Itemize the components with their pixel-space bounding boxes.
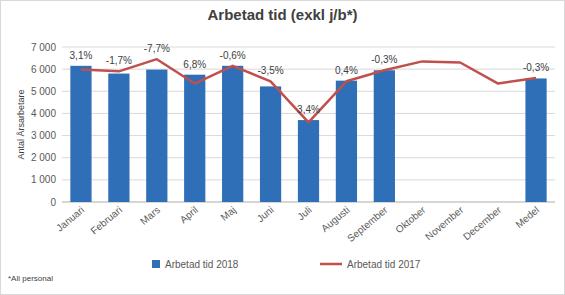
- bar: [146, 70, 167, 202]
- x-tick-label: September: [345, 204, 390, 244]
- x-tick-label: Oktober: [393, 204, 428, 236]
- x-tick-label: April: [178, 204, 200, 225]
- plot-marks: [70, 59, 546, 202]
- annotation: 0,4%: [335, 65, 358, 76]
- annotation: -3,5%: [258, 65, 284, 76]
- chart-frame: [1, 1, 565, 295]
- bar: [298, 120, 319, 202]
- x-tick-label: Januari: [54, 204, 86, 234]
- y-tick-label: 4 000: [31, 108, 56, 119]
- annotation: -1,7%: [106, 55, 132, 66]
- y-axis-label: Antal Årsarbetare: [16, 89, 26, 159]
- x-tick-label: Juli: [295, 204, 314, 222]
- annotation: 6,8%: [183, 59, 206, 70]
- x-tick-label: Medel: [513, 204, 541, 230]
- legend-label: Arbetad tid 2018: [165, 259, 239, 270]
- title: Arbetad tid (exkl j/b*): [207, 6, 357, 23]
- legend-label: Arbetad tid 2017: [347, 259, 421, 270]
- grid-line: [62, 47, 555, 48]
- bar: [260, 86, 281, 202]
- grid-line: [62, 91, 555, 92]
- grid-line: [62, 69, 555, 70]
- annotation: 3,1%: [70, 50, 93, 61]
- x-tick-label: Maj: [219, 204, 238, 223]
- annotation: 3,4%: [297, 104, 320, 115]
- annotation: -7,7%: [144, 43, 170, 54]
- bar: [184, 75, 205, 202]
- bar: [70, 66, 91, 202]
- y-tick-label: 0: [50, 197, 56, 208]
- bar: [374, 70, 395, 202]
- footnote: *All personal: [8, 274, 53, 283]
- y-tick-label: 2 000: [31, 152, 56, 163]
- bar: [525, 78, 546, 202]
- legend-swatch: [320, 263, 342, 266]
- x-tick-label: Juni: [255, 204, 276, 224]
- x-tick-label: Mars: [138, 204, 162, 227]
- y-tick-label: 1 000: [31, 174, 56, 185]
- bar: [222, 66, 243, 202]
- bar: [336, 81, 357, 202]
- y-tick-label: 5 000: [31, 86, 56, 97]
- annotation: -0,3%: [523, 62, 549, 73]
- legend-swatch: [152, 260, 160, 268]
- x-tick-label: November: [423, 204, 466, 243]
- line: [81, 59, 536, 122]
- bar: [108, 74, 129, 202]
- x-tick-label: Februari: [89, 204, 125, 236]
- y-tick-label: 3 000: [31, 130, 56, 141]
- x-tick-label: Augusti: [319, 204, 352, 234]
- y-tick-label: 7 000: [31, 42, 56, 53]
- annotation: -0,6%: [220, 50, 246, 61]
- y-tick-label: 6 000: [31, 64, 56, 75]
- x-tick-label: December: [461, 204, 504, 243]
- annotation: -0,3%: [371, 54, 397, 65]
